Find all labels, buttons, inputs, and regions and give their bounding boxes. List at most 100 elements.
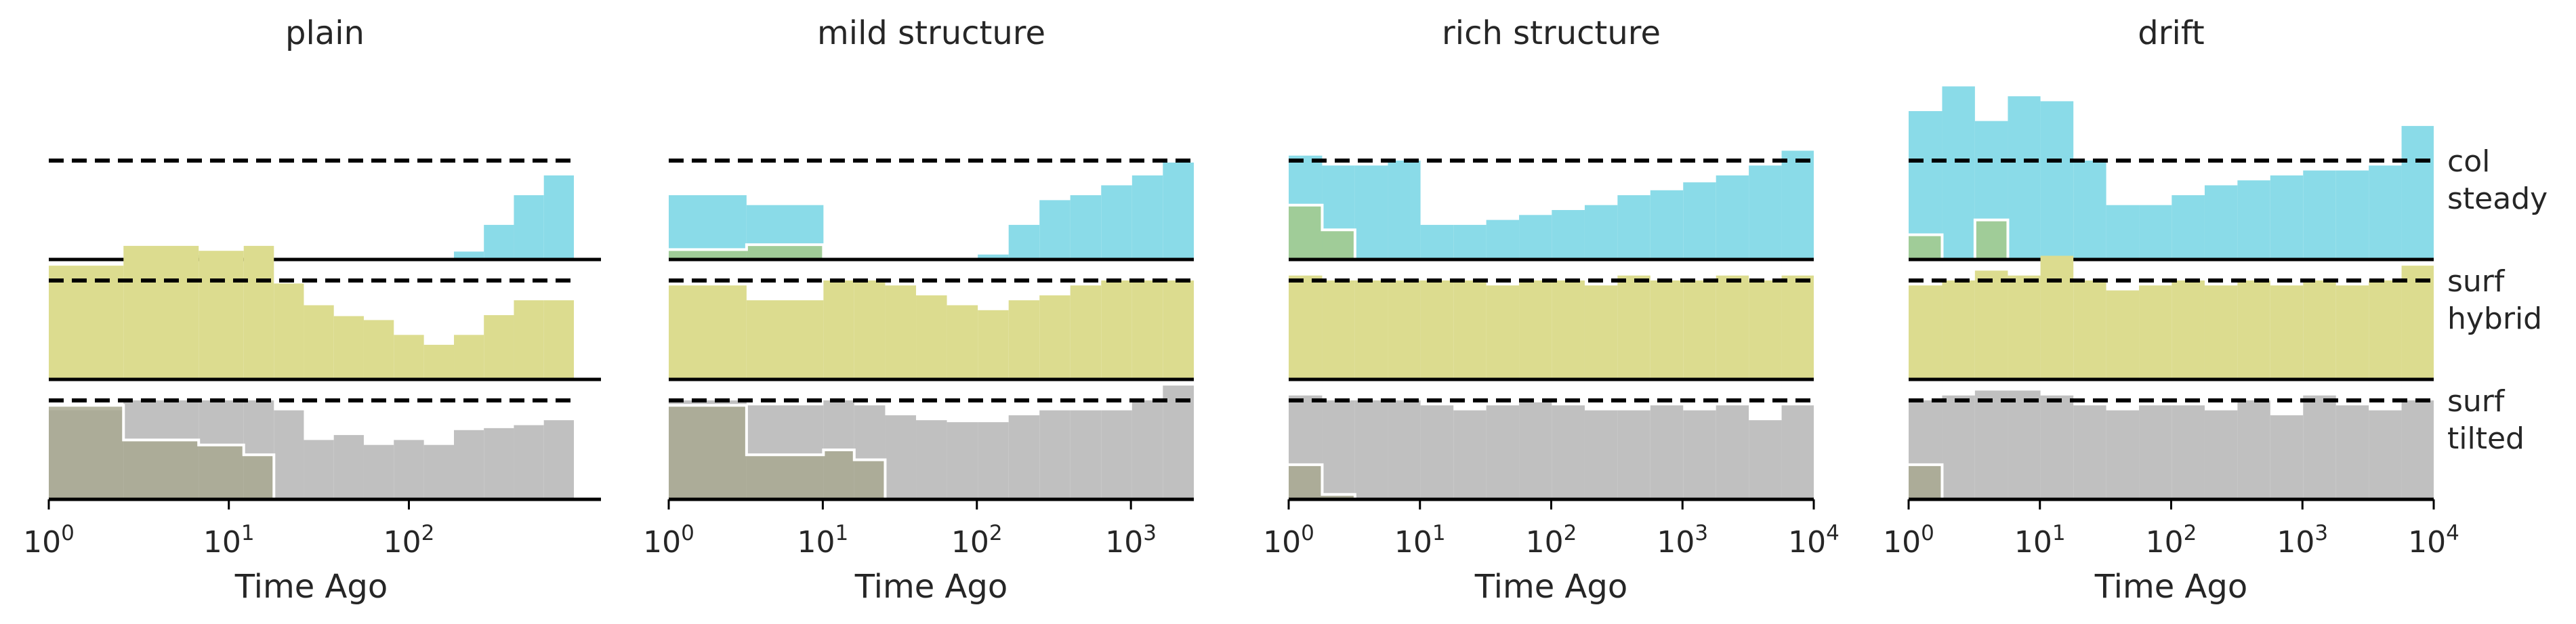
bar — [1781, 150, 1814, 259]
overlap-bar — [746, 455, 824, 499]
bar — [2172, 195, 2205, 259]
x-tick-label: 104 — [1788, 521, 1840, 560]
x-tick-label: 103 — [2277, 521, 2328, 560]
overlap-bar — [1289, 464, 1323, 499]
bar — [2204, 285, 2238, 379]
bar — [2270, 175, 2304, 259]
bar — [1388, 280, 1421, 379]
bar — [1486, 285, 1520, 379]
bar — [2303, 280, 2336, 379]
bar — [1008, 224, 1040, 259]
bar — [484, 428, 514, 499]
panel-1: plain 100 101 102 Time Ago — [23, 14, 601, 606]
bar — [823, 280, 854, 379]
bar — [2008, 96, 2041, 259]
bar — [454, 430, 484, 499]
overlap-outline — [1289, 203, 1356, 259]
bar — [1163, 162, 1194, 259]
bar — [2139, 285, 2172, 379]
bar — [243, 245, 274, 379]
bar — [1008, 300, 1040, 379]
bar — [274, 283, 304, 379]
bar — [1388, 400, 1421, 499]
x-tick-label: 101 — [203, 521, 255, 560]
overlap-outline — [669, 404, 887, 499]
bar — [2369, 165, 2402, 259]
bar — [2237, 400, 2270, 499]
bar — [2335, 285, 2369, 379]
bar — [2369, 410, 2402, 499]
bar — [947, 305, 978, 379]
bar — [484, 315, 514, 379]
bar — [543, 175, 574, 259]
bar — [885, 415, 917, 499]
bar — [514, 300, 544, 379]
bar — [363, 444, 394, 499]
panels: plain 100 101 102 Time Ago mild structure 100 1… — [23, 14, 2459, 606]
x-tick-label: 101 — [797, 521, 849, 560]
overlap-outline — [1289, 463, 1356, 499]
bar — [1519, 402, 1552, 499]
overlap-outline — [1909, 463, 1944, 499]
bar — [1322, 280, 1355, 379]
panel-2: mild structure 100 101 102 103 Time Ago — [643, 14, 1194, 606]
bar — [423, 344, 455, 379]
bar — [746, 300, 824, 379]
overlap-bar — [123, 440, 199, 499]
row-label-col: col — [2447, 144, 2490, 179]
x-axis-label: Time Ago — [1474, 568, 1627, 606]
bar — [1354, 165, 1388, 259]
bar — [1486, 220, 1520, 259]
overlap-bar — [1289, 205, 1323, 259]
bar — [2335, 170, 2369, 259]
bar — [1388, 161, 1421, 259]
x-tick-label: 103 — [1657, 521, 1708, 560]
bar — [1453, 410, 1487, 499]
overlap-bar — [1322, 494, 1355, 499]
bar — [2073, 280, 2106, 379]
bar — [1131, 400, 1163, 499]
x-tick-label: 102 — [951, 521, 1003, 560]
bar — [1420, 224, 1454, 259]
bar — [2401, 400, 2434, 499]
bar — [1683, 280, 1716, 379]
bar — [1617, 195, 1650, 259]
bar — [916, 295, 947, 379]
panel-title: plain — [285, 14, 365, 52]
bar — [1974, 270, 2008, 379]
bar — [1974, 390, 2008, 499]
bar — [304, 440, 334, 499]
bar — [423, 444, 455, 499]
row-label-tilted: tilted — [2447, 421, 2525, 456]
overlap-bar — [669, 405, 747, 499]
overlap-bar — [669, 249, 747, 259]
bar — [2401, 266, 2434, 379]
bar — [978, 310, 1009, 379]
x-tick-label: 101 — [1394, 521, 1446, 560]
bar — [394, 440, 424, 499]
bar — [669, 285, 747, 379]
bar — [2237, 180, 2270, 259]
bar — [2369, 280, 2402, 379]
bar — [454, 251, 484, 259]
bar — [2303, 170, 2336, 259]
bar — [1683, 410, 1716, 499]
bar — [1163, 386, 1194, 499]
x-tick-label: 102 — [383, 521, 435, 560]
overlap-outline — [49, 404, 276, 499]
x-axis-label: Time Ago — [854, 568, 1007, 606]
x-tick-label: 104 — [2408, 521, 2459, 560]
bar — [1584, 410, 1618, 499]
bar — [2008, 390, 2041, 499]
bar — [274, 410, 304, 499]
bar — [978, 422, 1009, 499]
bar — [1131, 280, 1163, 379]
bar — [2106, 410, 2140, 499]
bar — [2106, 290, 2140, 379]
bar — [1552, 280, 1585, 379]
bar — [1519, 280, 1552, 379]
x-tick-label: 102 — [2146, 521, 2197, 560]
overlap-bar — [199, 444, 244, 499]
bar — [543, 300, 574, 379]
bar — [2237, 280, 2270, 379]
